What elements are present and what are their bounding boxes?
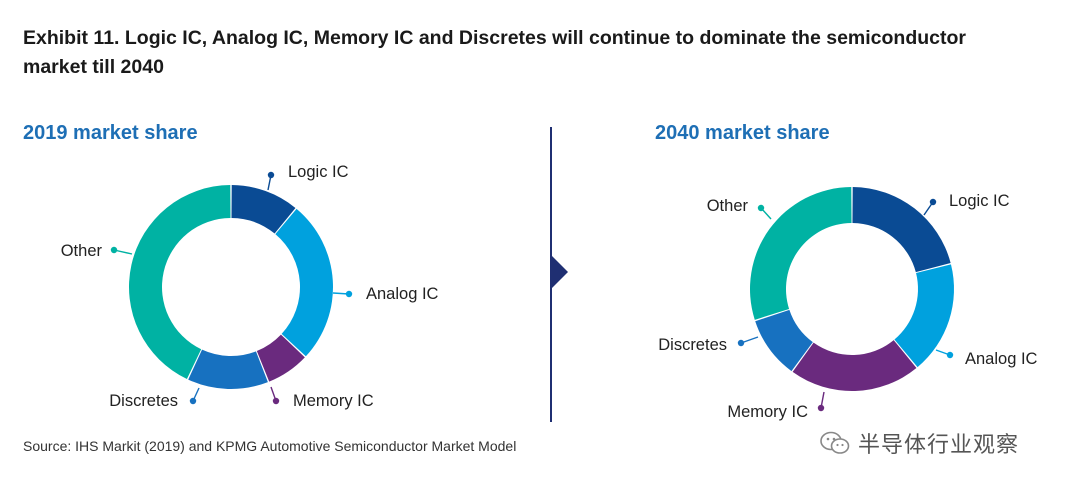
chart-2019-title: 2019 market share bbox=[23, 122, 198, 144]
slice-discretes bbox=[755, 309, 813, 372]
label-dot bbox=[189, 397, 197, 405]
label-dot bbox=[345, 290, 353, 298]
label-dot bbox=[267, 171, 275, 179]
slice-other bbox=[129, 185, 231, 379]
watermark: 半导体行业观察 bbox=[820, 427, 1019, 459]
exhibit-title: Exhibit 11. Logic IC, Analog IC, Memory … bbox=[23, 27, 967, 78]
slice-label-logic-ic: Logic IC bbox=[949, 192, 1010, 210]
donut-chart-2040: Logic IC Analog IC Memory IC Discretes Other bbox=[658, 187, 1038, 421]
slice-memory-ic bbox=[256, 334, 305, 382]
slice-label-discretes: Discretes bbox=[658, 336, 727, 354]
label-dot bbox=[272, 397, 280, 405]
donut-chart-2019: Logic IC Analog IC Memory IC Discretes Other bbox=[61, 163, 439, 410]
slice-memory-ic bbox=[792, 340, 917, 391]
slice-other bbox=[750, 187, 852, 320]
label-dot bbox=[737, 339, 745, 347]
watermark-text: 半导体行业观察 bbox=[858, 433, 1020, 458]
wechat-icon bbox=[820, 431, 850, 454]
slice-analog-ic bbox=[275, 208, 333, 357]
slice-analog-ic bbox=[894, 264, 954, 368]
slice-label-analog-ic: Analog IC bbox=[965, 350, 1038, 368]
slice-label-discretes: Discretes bbox=[109, 392, 178, 410]
slice-discretes bbox=[188, 349, 268, 389]
slice-label-other: Other bbox=[61, 242, 103, 260]
label-dot bbox=[817, 404, 825, 412]
chart-2040-title: 2040 market share bbox=[655, 122, 830, 144]
slice-label-memory-ic: Memory IC bbox=[293, 392, 374, 410]
label-dot bbox=[929, 198, 937, 206]
slice-logic-ic bbox=[852, 187, 951, 273]
slice-logic-ic bbox=[231, 185, 296, 234]
source-note: Source: IHS Markit (2019) and KPMG Autom… bbox=[23, 438, 517, 454]
slice-label-analog-ic: Analog IC bbox=[366, 285, 439, 303]
slice-label-other: Other bbox=[707, 197, 749, 215]
arrow-right-icon bbox=[551, 255, 568, 289]
label-dot bbox=[946, 351, 954, 359]
label-dot bbox=[110, 246, 118, 254]
slice-label-logic-ic: Logic IC bbox=[288, 163, 349, 181]
label-dot bbox=[757, 204, 765, 212]
slice-label-memory-ic: Memory IC bbox=[727, 403, 808, 421]
